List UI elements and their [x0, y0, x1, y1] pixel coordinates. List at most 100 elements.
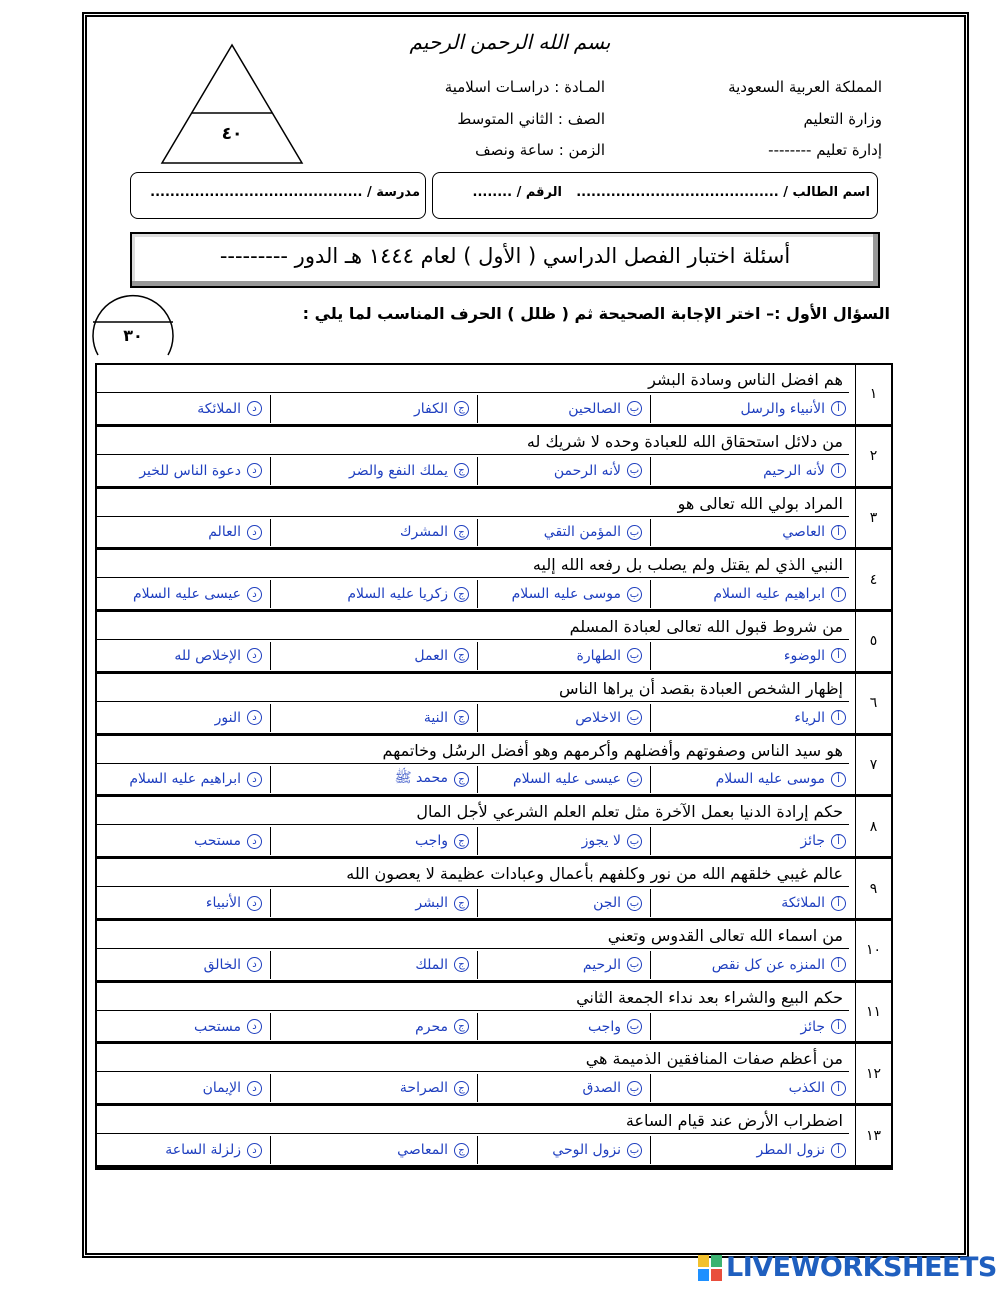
option-text[interactable]: الكذب	[788, 1080, 825, 1097]
option[interactable]: أ الملائكة	[650, 889, 854, 917]
option[interactable]: أ الأنبياء والرسل	[650, 395, 854, 423]
option-letter[interactable]: ب	[627, 771, 642, 787]
option[interactable]: د الملائكة	[97, 395, 270, 423]
option-letter[interactable]: د	[247, 524, 262, 540]
option[interactable]: د الأنبياء	[97, 889, 270, 917]
option-letter[interactable]: أ	[831, 401, 846, 417]
option-text[interactable]: نزول الوحي	[552, 1142, 621, 1159]
option-text[interactable]: مستحب	[194, 833, 241, 850]
option[interactable]: ب الطهارة	[477, 642, 650, 670]
option-letter[interactable]: أ	[831, 463, 846, 479]
option-letter[interactable]: أ	[831, 1142, 846, 1158]
option[interactable]: د مستحب	[97, 1013, 270, 1041]
option-text[interactable]: النية	[423, 709, 448, 726]
option-text[interactable]: لأنه الرحمن	[553, 462, 621, 479]
option-text[interactable]: الرياء	[794, 709, 825, 726]
option[interactable]: ج يملك النفع والضر	[270, 456, 477, 485]
option-text[interactable]: الجن	[593, 895, 621, 912]
option-letter[interactable]: د	[247, 771, 262, 787]
option-letter[interactable]: ب	[627, 710, 642, 726]
option[interactable]: ب المؤمن التقي	[477, 518, 650, 547]
option-text[interactable]: موسى عليه السلام	[511, 586, 621, 603]
option[interactable]: ج العمل	[270, 642, 477, 670]
option[interactable]: أ موسى عليه السلام	[650, 765, 854, 794]
option[interactable]: د الإخلاص لله	[97, 642, 270, 670]
option-letter[interactable]: ج	[454, 895, 469, 911]
option[interactable]: ج المعاصي	[270, 1136, 477, 1164]
option[interactable]: د النور	[97, 704, 270, 732]
option-letter[interactable]: ب	[627, 895, 642, 911]
option-text[interactable]: المشرك	[399, 524, 448, 541]
option-text[interactable]: البشر	[415, 895, 448, 912]
option-letter[interactable]: ج	[454, 1142, 469, 1158]
option[interactable]: ب موسى عليه السلام	[477, 580, 650, 609]
option-text[interactable]: الكفار	[414, 400, 448, 417]
option-text[interactable]: العالم	[208, 524, 241, 541]
option[interactable]: ج المشرك	[270, 518, 477, 547]
option-text[interactable]: المنزه عن كل نقص	[711, 956, 825, 973]
option[interactable]: د زلزلة الساعة	[97, 1136, 270, 1164]
option-letter[interactable]: أ	[831, 957, 846, 973]
option-letter[interactable]: د	[247, 710, 262, 726]
option-letter[interactable]: د	[247, 586, 262, 602]
option[interactable]: د مستحب	[97, 827, 270, 855]
option-letter[interactable]: ج	[454, 401, 469, 417]
option[interactable]: أ العاصي	[650, 518, 854, 547]
option-letter[interactable]: ب	[627, 1142, 642, 1158]
option-text[interactable]: المؤمن التقي	[543, 524, 621, 541]
option[interactable]: أ الرياء	[650, 703, 854, 732]
option-letter[interactable]: ب	[627, 586, 642, 602]
option-text[interactable]: واجب	[587, 1018, 621, 1035]
option-text[interactable]: نزول المطر	[756, 1142, 825, 1159]
option-letter[interactable]: أ	[831, 1019, 846, 1035]
option-letter[interactable]: ب	[627, 1080, 642, 1096]
option[interactable]: د الخالق	[97, 951, 270, 979]
option[interactable]: ج محرم	[270, 1012, 477, 1041]
option-letter[interactable]: د	[247, 463, 262, 479]
option-letter[interactable]: ب	[627, 1019, 642, 1035]
option[interactable]: أ ابراهيم عليه السلام	[650, 580, 854, 609]
option[interactable]: ج النية	[270, 703, 477, 732]
option-text[interactable]: الرحيم	[582, 956, 621, 973]
option[interactable]: أ الوضوء	[650, 642, 854, 670]
option-text[interactable]: يملك النفع والضر	[348, 462, 448, 479]
option[interactable]: أ جائز	[650, 827, 854, 856]
option-text[interactable]: دعوة الناس للخير	[139, 462, 241, 479]
option[interactable]: د الإيمان	[97, 1074, 270, 1102]
option-letter[interactable]: د	[247, 648, 262, 664]
option[interactable]: د ابراهيم عليه السلام	[97, 766, 270, 794]
option-letter[interactable]: أ	[831, 524, 846, 540]
option-text[interactable]: محرم	[415, 1018, 448, 1035]
option-text[interactable]: عيسى عليه السلام	[132, 586, 241, 603]
option-letter[interactable]: أ	[831, 771, 846, 787]
option[interactable]: د دعوة الناس للخير	[97, 457, 270, 485]
option-text[interactable]: الإيمان	[202, 1080, 241, 1097]
option-letter[interactable]: د	[247, 1142, 262, 1158]
option-text[interactable]: واجب	[414, 833, 448, 850]
option-text[interactable]: العاصي	[782, 524, 825, 541]
option[interactable]: ب الرحيم	[477, 950, 650, 979]
option-letter[interactable]: د	[247, 401, 262, 417]
option[interactable]: أ نزول المطر	[650, 1136, 854, 1164]
option-letter[interactable]: ب	[627, 401, 642, 417]
option[interactable]: ب لأنه الرحمن	[477, 456, 650, 485]
option-text[interactable]: زلزلة الساعة	[165, 1142, 241, 1159]
option-text[interactable]: الصدق	[582, 1080, 621, 1097]
option-text[interactable]: الصراحة	[399, 1080, 448, 1097]
option-text[interactable]: الطهارة	[576, 647, 621, 664]
option[interactable]: ب واجب	[477, 1012, 650, 1041]
option-text[interactable]: ابراهيم عليه السلام	[129, 771, 241, 788]
option-letter[interactable]: أ	[831, 648, 846, 664]
option-letter[interactable]: ج	[454, 524, 469, 540]
option-letter[interactable]: ب	[627, 957, 642, 973]
option-text[interactable]: الأنبياء والرسل	[740, 400, 826, 417]
option-text[interactable]: الاخلاص	[575, 709, 621, 726]
option-letter[interactable]: ج	[454, 771, 469, 787]
option-text[interactable]: المعاصي	[397, 1142, 448, 1159]
option[interactable]: أ الكذب	[650, 1074, 854, 1103]
option-text[interactable]: جائز	[800, 1018, 825, 1035]
option[interactable]: د عيسى عليه السلام	[97, 580, 270, 608]
option-text[interactable]: الخالق	[203, 956, 241, 973]
option[interactable]: ب نزول الوحي	[477, 1136, 650, 1164]
option[interactable]: ب عيسى عليه السلام	[477, 765, 650, 794]
